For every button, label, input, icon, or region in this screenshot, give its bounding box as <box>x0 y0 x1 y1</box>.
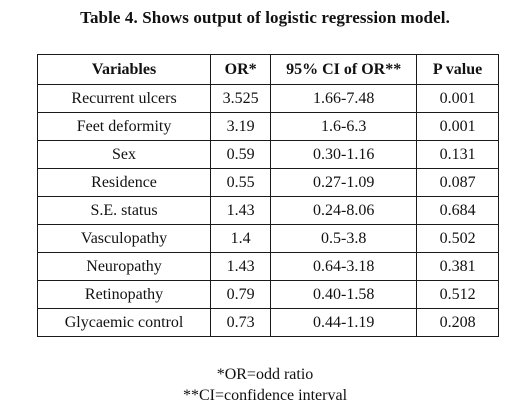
table-row: S.E. status 1.43 0.24-8.06 0.684 <box>36 196 499 225</box>
table-footnotes: *OR=odd ratio **CI=confidence interval <box>0 364 530 406</box>
cell-p-value: 0.087 <box>416 168 499 197</box>
table-row: Residence 0.55 0.27-1.09 0.087 <box>36 168 499 197</box>
header-or: OR* <box>210 54 272 85</box>
table-row: Neuropathy 1.43 0.64-3.18 0.381 <box>36 252 499 281</box>
table-row: Sex 0.59 0.30-1.16 0.131 <box>36 140 499 169</box>
table-row: Feet deformity 3.19 1.6-6.3 0.001 <box>36 112 499 141</box>
cell-variable: Neuropathy <box>36 252 212 281</box>
table-row: Recurrent ulcers 3.525 1.66-7.48 0.001 <box>36 84 499 113</box>
cell-p-value: 0.208 <box>416 308 499 337</box>
cell-variable: Retinopathy <box>36 280 212 309</box>
cell-p-value: 0.001 <box>416 112 499 141</box>
cell-p-value: 0.001 <box>416 84 499 113</box>
footnote-ci: **CI=confidence interval <box>182 387 348 404</box>
header-p-value: P value <box>416 54 499 85</box>
header-variables: Variables <box>36 54 212 85</box>
cell-or: 0.55 <box>210 168 272 197</box>
cell-or: 0.79 <box>210 280 272 309</box>
cell-p-value: 0.502 <box>416 224 499 253</box>
cell-variable: Feet deformity <box>36 112 212 141</box>
table-row: Vasculopathy 1.4 0.5-3.8 0.502 <box>36 224 499 253</box>
cell-variable: Residence <box>36 168 212 197</box>
cell-or: 0.73 <box>210 308 272 337</box>
cell-or: 0.59 <box>210 140 272 169</box>
cell-ci: 0.40-1.58 <box>270 280 418 309</box>
table-header-row: Variables OR* 95% CI of OR** P value <box>36 54 499 85</box>
cell-ci: 0.44-1.19 <box>270 308 418 337</box>
cell-variable: S.E. status <box>36 196 212 225</box>
cell-ci: 0.64-3.18 <box>270 252 418 281</box>
cell-ci: 1.66-7.48 <box>270 84 418 113</box>
cell-p-value: 0.131 <box>416 140 499 169</box>
footnote-or: *OR=odd ratio <box>216 366 314 383</box>
table-row: Glycaemic control 0.73 0.44-1.19 0.208 <box>36 308 499 337</box>
cell-ci: 0.27-1.09 <box>270 168 418 197</box>
logistic-regression-table: Variables OR* 95% CI of OR** P value Rec… <box>36 54 499 337</box>
cell-or: 1.43 <box>210 252 272 281</box>
cell-or: 3.525 <box>210 84 272 113</box>
table-row: Retinopathy 0.79 0.40-1.58 0.512 <box>36 280 499 309</box>
cell-ci: 1.6-6.3 <box>270 112 418 141</box>
cell-or: 1.43 <box>210 196 272 225</box>
table-caption: Table 4. Shows output of logistic regres… <box>80 8 450 27</box>
cell-variable: Recurrent ulcers <box>36 84 212 113</box>
cell-variable: Sex <box>36 140 212 169</box>
cell-or: 1.4 <box>210 224 272 253</box>
cell-p-value: 0.684 <box>416 196 499 225</box>
cell-variable: Vasculopathy <box>36 224 212 253</box>
cell-p-value: 0.381 <box>416 252 499 281</box>
cell-ci: 0.30-1.16 <box>270 140 418 169</box>
header-ci: 95% CI of OR** <box>270 54 418 85</box>
cell-ci: 0.5-3.8 <box>270 224 418 253</box>
cell-or: 3.19 <box>210 112 272 141</box>
cell-variable: Glycaemic control <box>36 308 212 337</box>
cell-p-value: 0.512 <box>416 280 499 309</box>
cell-ci: 0.24-8.06 <box>270 196 418 225</box>
